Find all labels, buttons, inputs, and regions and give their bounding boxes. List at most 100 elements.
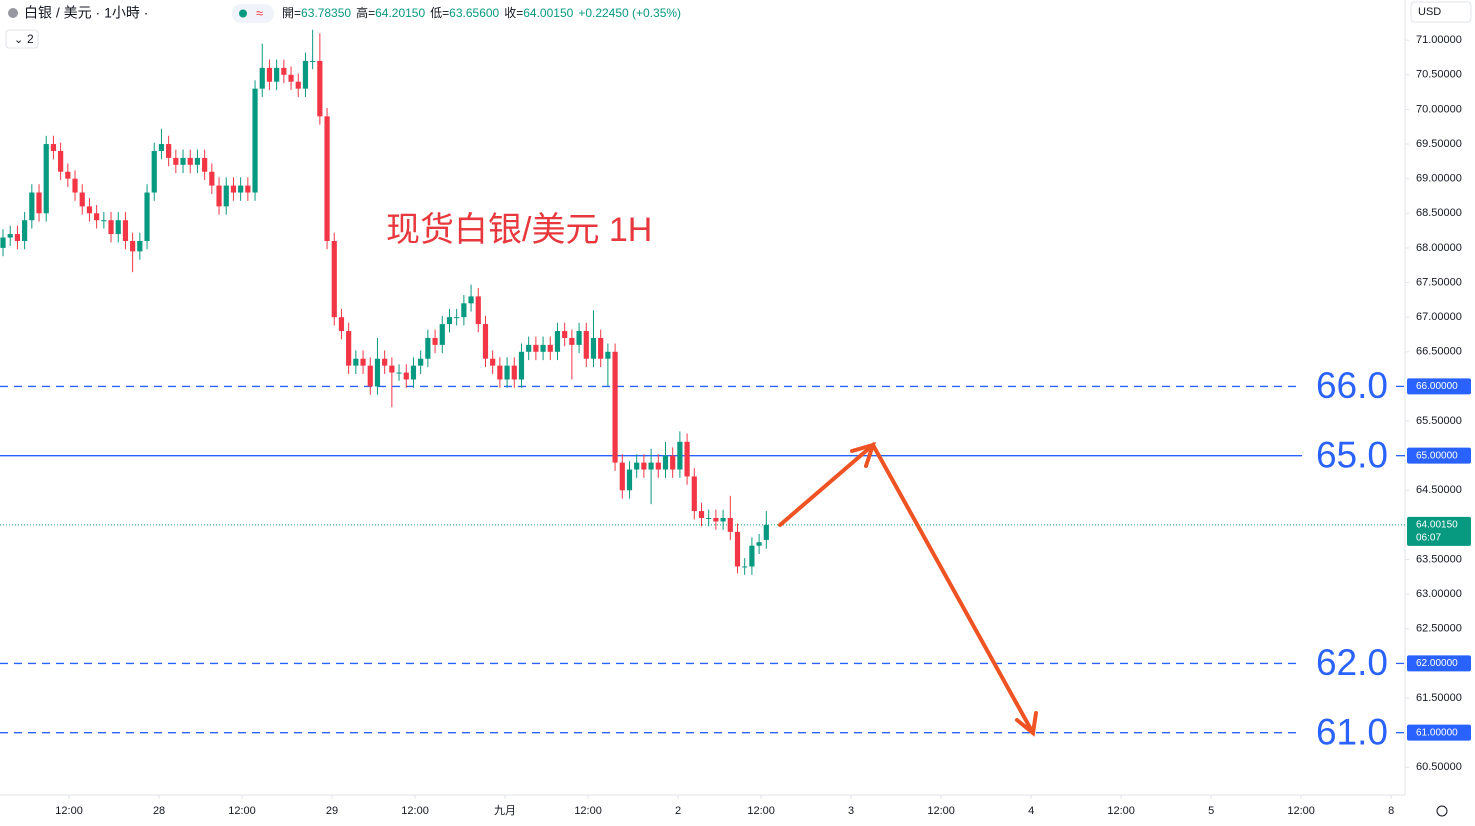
- candle-body: [65, 171, 71, 179]
- level-badge: [1407, 655, 1471, 672]
- ohlc-label: 收=: [504, 6, 523, 20]
- candle-body: [245, 185, 251, 193]
- x-tick-label: 12:00: [1107, 805, 1135, 817]
- ohlc-label: 開=: [282, 6, 301, 20]
- x-tick-label: 12:00: [574, 805, 602, 817]
- candle-body: [677, 441, 683, 470]
- y-tick-label: 63.50000: [1416, 553, 1462, 565]
- arrow-head: [850, 442, 877, 468]
- ohlc-value: 63.65600: [449, 6, 499, 20]
- status-dot: [239, 9, 247, 18]
- candle-body: [605, 351, 611, 359]
- toggle-arrow: ⌄: [14, 34, 23, 46]
- candle-body: [58, 150, 64, 172]
- candle-body: [259, 67, 265, 89]
- candle-body: [490, 358, 496, 366]
- level-badge-label: 61.00000: [1416, 727, 1458, 738]
- candle-body: [209, 171, 215, 186]
- level-badge: [1407, 724, 1471, 741]
- candle-body: [101, 220, 107, 222]
- last-price-label: 64.00150: [1416, 519, 1458, 530]
- candle-body: [425, 337, 431, 359]
- candle-body: [223, 185, 229, 207]
- x-tick-label: 九月: [494, 804, 516, 817]
- candle-body: [655, 462, 661, 470]
- y-tick-label: 67.00000: [1416, 311, 1462, 323]
- level-badge: [1407, 447, 1471, 464]
- candle-body: [576, 331, 582, 345]
- x-tick-label: 4: [1028, 805, 1034, 817]
- currency-button[interactable]: [1410, 1, 1472, 23]
- candle-body: [439, 324, 445, 345]
- symbol-icon: [8, 8, 18, 18]
- candle-body: [547, 344, 553, 352]
- y-tick-label: 66.50000: [1416, 346, 1462, 358]
- candle-body: [331, 240, 337, 318]
- candle-body: [612, 351, 618, 463]
- candle-body: [353, 358, 359, 366]
- level-label: 61.0: [1316, 711, 1388, 752]
- symbol[interactable]: 白银 / 美元 · 1小時 ·: [24, 5, 148, 21]
- candle-body: [389, 365, 395, 373]
- candle-body: [533, 344, 539, 352]
- candle-body: [7, 234, 13, 238]
- candle-body: [79, 192, 85, 207]
- y-tick-label: 67.50000: [1416, 276, 1462, 288]
- currency[interactable]: USD: [1418, 6, 1441, 18]
- ohlc-value: 64.20150: [375, 6, 425, 20]
- toggle-button[interactable]: [5, 29, 39, 49]
- toggle-count: 2: [27, 32, 34, 46]
- candle-body: [626, 469, 633, 491]
- ohlc-value: 63.78350: [301, 6, 351, 20]
- candle-body: [720, 517, 726, 522]
- level-badge-label: 62.00000: [1416, 658, 1458, 669]
- candle-body: [50, 144, 57, 151]
- candle-body: [756, 542, 762, 546]
- candle-body: [346, 331, 352, 366]
- change: +0.22450 (+0.35%): [578, 6, 681, 20]
- y-tick-label: 71.00000: [1416, 34, 1462, 46]
- candle-body: [382, 358, 388, 366]
- status-icon: ≈: [256, 5, 263, 20]
- x-tick-label: 28: [153, 805, 165, 817]
- candle-body: [302, 60, 309, 89]
- x-tick-label: 8: [1388, 805, 1394, 817]
- ohlc: 開=63.78350 高=64.20150 低=63.65600 收=64.00150…: [282, 5, 681, 20]
- candle-body: [562, 331, 568, 338]
- ohlc-label: 高=: [356, 5, 375, 20]
- candle-body: [727, 517, 733, 532]
- ohlc-value: 64.00150: [523, 6, 573, 20]
- candle-body: [432, 337, 438, 345]
- last-price-badge: [1407, 516, 1471, 546]
- candle-body: [374, 358, 381, 387]
- candle-body: [43, 144, 49, 214]
- y-tick-label: 62.50000: [1416, 623, 1462, 635]
- candle-body: [230, 185, 237, 193]
- candle-body: [151, 150, 157, 193]
- candle-body: [166, 144, 172, 158]
- candle-body: [14, 234, 21, 241]
- candle-body: [22, 220, 28, 241]
- status-pill[interactable]: [232, 4, 274, 23]
- candle-body: [598, 337, 604, 359]
- candle-body: [252, 88, 258, 193]
- candle-body: [569, 337, 575, 345]
- ohlc-label: 低=: [430, 6, 449, 20]
- arrow-head: [1015, 711, 1038, 737]
- candle-body: [734, 531, 741, 567]
- candle-body: [0, 237, 6, 248]
- level-label: 65.0: [1316, 434, 1388, 475]
- candle-body: [274, 67, 280, 82]
- candle-body: [94, 213, 100, 221]
- candle-body: [698, 511, 705, 518]
- settings-icon[interactable]: [1436, 805, 1448, 817]
- candle-body: [317, 60, 323, 117]
- level-label: 62.0: [1316, 642, 1388, 683]
- candle-body: [180, 157, 186, 165]
- candle-body: [202, 157, 208, 172]
- x-tick-label: 12:00: [401, 805, 429, 817]
- candle-body: [144, 192, 150, 241]
- candle-body: [446, 317, 453, 325]
- candle-body: [338, 317, 345, 332]
